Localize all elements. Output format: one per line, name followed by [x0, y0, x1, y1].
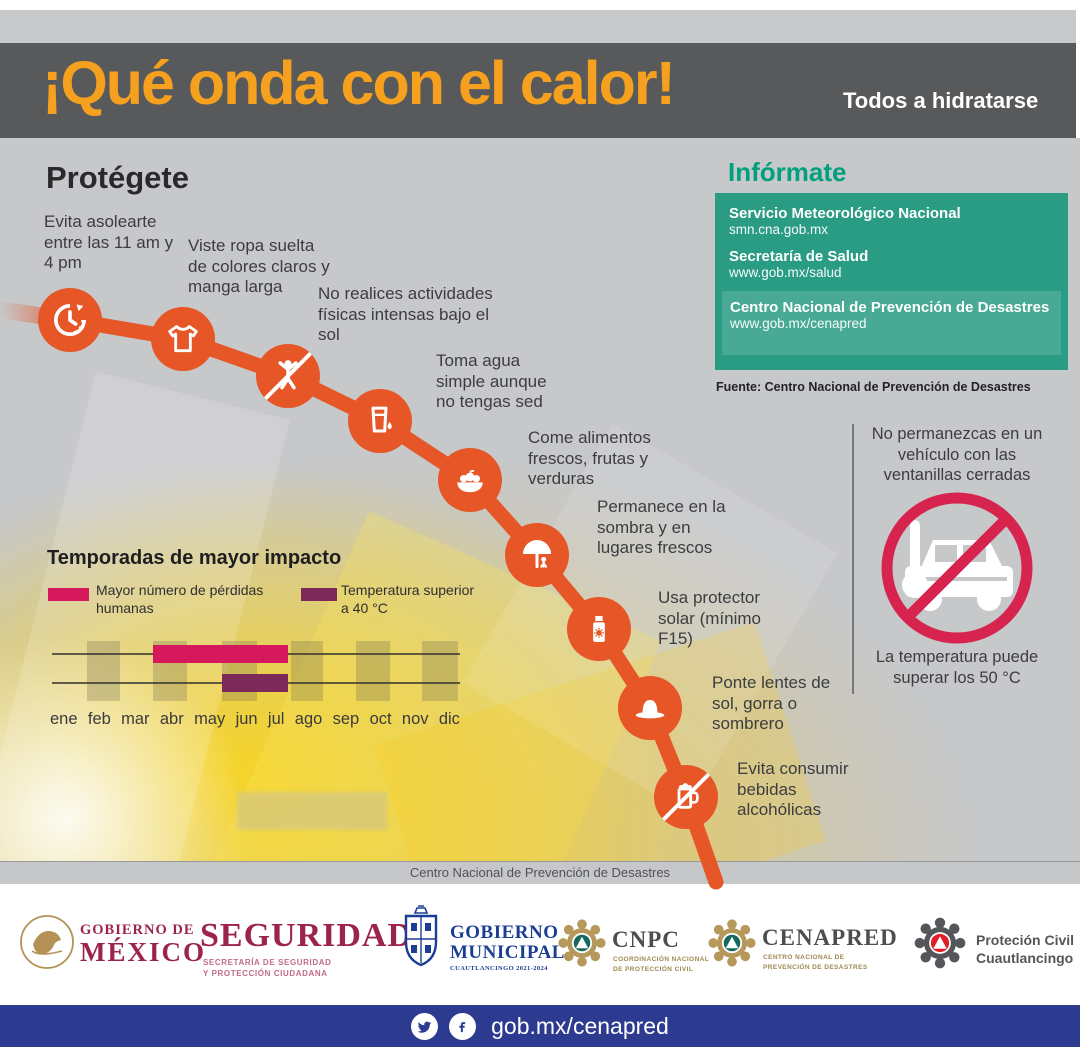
no-alcohol-icon [654, 765, 718, 829]
clock-icon [38, 288, 102, 352]
twitter-icon [411, 1012, 439, 1040]
month-band [87, 641, 120, 701]
top-gray-strip [0, 10, 1076, 43]
seasons-title: Temporadas de mayor impacto [47, 547, 342, 569]
tip-sunscreen: Usa protector solar (mínimo F15) [658, 588, 761, 649]
tip-avoid-sun: Evita asolearte entre las 11 am y 4 pm [44, 212, 174, 273]
title-bar [0, 43, 1076, 138]
month-label: ago [294, 710, 323, 728]
vehicle-warning: No permanezcas en un vehículo con las ve… [871, 425, 1043, 485]
section-divider [852, 424, 854, 694]
tip-no-exercise: No realices actividades físicas intensas… [318, 284, 493, 345]
tip-hat-glasses: Ponte lentes de sol, gorra o sombrero [712, 673, 831, 734]
shirt-icon [151, 307, 215, 371]
cenapred-logo-sub: CENTRO NACIONAL DE PREVENCIÓN DE DESASTR… [763, 954, 868, 971]
page-subtitle: Todos a hidratarse [843, 88, 1039, 113]
month-label: feb [87, 710, 111, 728]
cenapred-logo [708, 919, 756, 967]
proteccion-civil-logo [914, 917, 966, 969]
legend-swatch-temperature [301, 588, 337, 601]
months-axis: ene feb mar abr may jun jul ago sep oct … [50, 710, 460, 729]
month-label: jun [235, 710, 258, 728]
page-title: ¡Qué onda con el calor! [42, 49, 676, 117]
fruit-bowl-icon [438, 448, 502, 512]
no-exercise-icon [256, 344, 320, 408]
temperature-bar [222, 674, 288, 692]
month-label: mar [121, 710, 150, 728]
footer-url: gob.mx/cenapred [491, 1012, 669, 1039]
inform-highlight-box: Centro Nacional de Prevención de Desastr… [722, 291, 1061, 355]
tip-stay-shade: Permanece en la sombra y en lugares fres… [597, 497, 726, 558]
month-label: abr [159, 710, 184, 728]
inform-panel: Servicio Meteorológico Nacional smn.cna.… [715, 193, 1068, 370]
inform-entry-url: www.gob.mx/salud [729, 265, 842, 280]
mexico-line1: GOBIERNO DE [80, 922, 195, 938]
inform-entry-name: Centro Nacional de Prevención de Desastr… [730, 299, 1050, 316]
water-glass-icon [348, 389, 412, 453]
legend-swatch-losses [48, 588, 89, 601]
month-label: nov [401, 710, 429, 728]
facebook-icon [449, 1012, 477, 1040]
month-label: ene [50, 710, 78, 728]
hat-icon [618, 676, 682, 740]
municipal-sub: CUAUTLANCINGO 2021-2024 [450, 964, 548, 972]
tip-drink-water: Toma agua simple aunque no tengas sed [436, 351, 547, 412]
month-label: oct [369, 710, 392, 728]
municipal-line2: MUNICIPAL [450, 941, 565, 963]
proteccion-civil-text: Proteción Civil Cuautlancingo [976, 932, 1075, 966]
inform-entry-url: smn.cna.gob.mx [729, 222, 829, 237]
month-band [291, 641, 323, 701]
mexico-line2: MÉXICO [80, 937, 206, 967]
inform-entry-name: Secretaría de Salud [729, 248, 869, 265]
protect-heading: Protégete [46, 160, 189, 195]
inform-heading: Infórmate [728, 157, 847, 187]
cnpc-logo-sub: COORDINACIÓN NACIONAL DE PROTECCIÓN CIVI… [613, 956, 710, 973]
tip-fresh-food: Come alimentos frescos, frutas y verdura… [528, 428, 651, 489]
municipal-shield-logo [404, 905, 438, 967]
blurred-block [237, 792, 387, 830]
cnpc-logo-text: CNPC [612, 927, 680, 952]
logo-band [0, 884, 1080, 1005]
inform-entry-name: Servicio Meteorológico Nacional [729, 205, 961, 222]
mexico-eagle-logo [20, 915, 74, 969]
inform-entry-url: www.gob.mx/cenapred [730, 316, 867, 331]
tip-no-alcohol: Evita consumir bebidas alcohólicas [737, 759, 849, 820]
vehicle-note: La temperatura puede superar los 50 °C [875, 648, 1039, 687]
losses-bar [153, 645, 288, 663]
month-label: dic [438, 710, 460, 728]
legend-label-temperature: Temperatura superior a 40 °C [341, 582, 475, 616]
month-label: jul [267, 710, 285, 728]
attribution-strip: Centro Nacional de Prevención de Desastr… [0, 861, 1080, 884]
no-car-icon [877, 488, 1037, 648]
cnpc-logo [558, 919, 606, 967]
mexico-logo-text: GOBIERNO DE MÉXICO [80, 922, 206, 968]
source-note: Fuente: Centro Nacional de Prevención de… [716, 380, 1031, 394]
sunscreen-icon [567, 597, 631, 661]
seguridad-logo-sub: SECRETARÍA DE SEGURIDAD Y PROTECCIÓN CIU… [203, 958, 332, 979]
month-label: may [194, 710, 226, 728]
cenapred-logo-text: CENAPRED [762, 925, 898, 950]
municipal-logo-text: GOBIERNO MUNICIPAL CUAUTLANCINGO 2021-20… [450, 923, 565, 972]
umbrella-icon [505, 523, 569, 587]
footer-bar: gob.mx/cenapred [0, 1005, 1080, 1047]
month-band [422, 641, 458, 701]
municipal-line1: GOBIERNO [450, 922, 559, 943]
month-band [356, 641, 390, 701]
tip-loose-clothes: Viste ropa suelta de colores claros y ma… [188, 236, 330, 297]
seguridad-logo-text: SEGURIDAD [200, 917, 414, 954]
legend-label-losses: Mayor número de pérdidas humanas [96, 582, 264, 616]
month-label: sep [332, 710, 360, 728]
